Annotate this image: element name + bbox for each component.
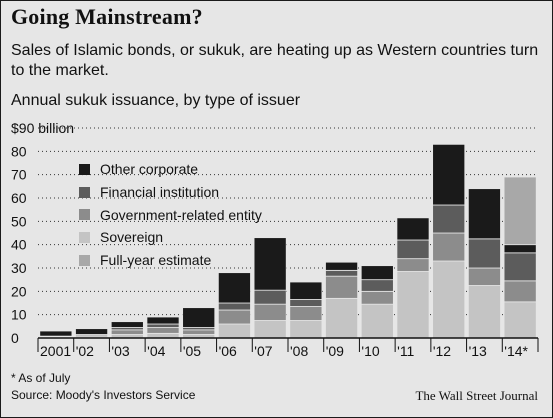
footnote: * As of July <box>11 371 71 385</box>
publisher-credit: The Wall Street Journal <box>415 388 538 403</box>
x-tick-label: '05 <box>183 343 201 359</box>
legend-swatch-full-year-estimate <box>79 254 90 266</box>
x-tick-label: '10 <box>361 343 379 359</box>
legend-swatch-financial-institution <box>79 186 90 198</box>
legend-swatch-other-corporate <box>79 163 90 175</box>
bar-segment <box>325 275 359 299</box>
y-tick-label: 10 <box>11 307 27 323</box>
y-tick-label: 60 <box>11 190 27 206</box>
legend-item-government-related-entity: Government-related entity <box>79 203 262 226</box>
legend-label: Government-related entity <box>100 206 262 223</box>
y-tick-label: 0 <box>11 330 19 346</box>
x-tick-label: '13 <box>469 343 487 359</box>
legend-label: Other corporate <box>100 161 199 178</box>
bar-segment <box>360 303 394 339</box>
bar-segment <box>289 281 323 300</box>
y-tick-label: 20 <box>11 283 27 299</box>
x-tick-label: '08 <box>290 343 308 359</box>
x-tick-label: '04 <box>147 343 165 359</box>
bar-segment <box>396 271 430 339</box>
bar-segment <box>467 267 501 286</box>
legend-label: Full-year estimate <box>100 252 212 269</box>
bar-segment <box>432 260 466 339</box>
bar-segment <box>75 328 109 335</box>
chart-subtitle: Sales of Islamic bonds, or sukuk, are he… <box>11 42 539 79</box>
legend-item-other-corporate: Other corporate <box>79 158 262 181</box>
bar-segment <box>396 217 430 241</box>
chart-label: Annual sukuk issuance, by type of issuer <box>11 92 301 109</box>
bar-segment <box>432 143 466 206</box>
bar-segment <box>217 272 251 304</box>
bar-segment <box>360 290 394 305</box>
y-tick-label: 30 <box>11 260 27 276</box>
x-tick-label: '03 <box>111 343 129 359</box>
legend-label: Financial institution <box>100 184 220 201</box>
legend-label: Sovereign <box>100 229 164 246</box>
bar-segment <box>110 329 144 335</box>
bar-segment <box>360 279 394 292</box>
x-tick-label: '14* <box>504 343 528 359</box>
bar-segment <box>432 204 466 234</box>
bar-segment <box>396 239 430 260</box>
bar-segment <box>503 252 537 282</box>
y-tick-label: 40 <box>11 237 27 253</box>
bar-segment <box>253 320 287 339</box>
x-tick-label: '11 <box>397 343 414 359</box>
bar-segment <box>253 303 287 321</box>
bar-segment <box>325 269 359 277</box>
bar-segment <box>432 232 466 262</box>
legend-swatch-sovereign <box>79 231 90 243</box>
bar-segment <box>325 297 359 339</box>
bar-segment <box>146 316 180 325</box>
bar-segment <box>110 321 144 328</box>
bar-segment <box>396 258 430 272</box>
bar-segment <box>146 323 180 328</box>
x-tick-label: '06 <box>219 343 237 359</box>
bar-segment <box>253 289 287 305</box>
bar-segment <box>503 301 537 339</box>
bar-segment <box>467 238 501 269</box>
bar-segment <box>253 237 287 291</box>
bar-segment <box>360 265 394 281</box>
source-note: Source: Moody's Investors Service <box>11 388 196 402</box>
bar-segment <box>39 330 73 337</box>
bar-segment <box>467 188 501 240</box>
bar-segment <box>503 244 537 254</box>
x-tick-label: '02 <box>76 343 94 359</box>
bar-segment <box>467 285 501 339</box>
bar-segment <box>182 329 216 335</box>
chart-legend: Other corporate Financial institution Go… <box>79 158 262 271</box>
bar-segment <box>289 306 323 321</box>
legend-swatch-government-related-entity <box>79 209 90 221</box>
bar-segment <box>217 309 251 325</box>
bar-segment <box>217 302 251 311</box>
bar-segment <box>289 299 323 307</box>
legend-item-full-year-estimate: Full-year estimate <box>79 249 262 272</box>
y-tick-label: 70 <box>11 167 27 183</box>
x-tick-label: '09 <box>326 343 344 359</box>
y-tick-label: 50 <box>11 213 27 229</box>
x-tick-label: '12 <box>433 343 451 359</box>
legend-item-financial-institution: Financial institution <box>79 181 262 204</box>
y-tick-label: $90 billion <box>11 120 74 136</box>
bar-segment <box>146 327 180 334</box>
bar-segment <box>503 280 537 303</box>
y-tick-label: 80 <box>11 143 27 159</box>
bar-segment <box>289 320 323 339</box>
bar-segment <box>503 176 537 246</box>
x-tick-label: 2001 <box>40 343 71 359</box>
bar-segment <box>217 323 251 339</box>
chart-title: Going Mainstream? <box>11 4 203 29</box>
bar-segment <box>182 307 216 328</box>
bar-segment <box>325 261 359 271</box>
legend-item-sovereign: Sovereign <box>79 226 262 249</box>
x-tick-label: '07 <box>254 343 272 359</box>
